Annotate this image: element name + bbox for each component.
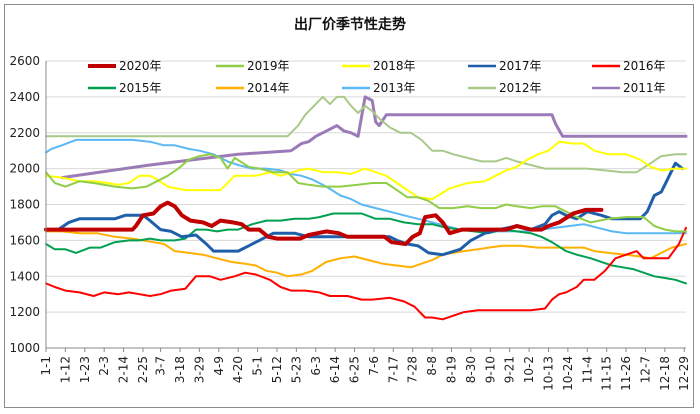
y-tick-label: 1400 <box>9 269 40 283</box>
x-tick-label: 12-29 <box>677 356 691 391</box>
x-tick-label: 10-13 <box>541 356 555 391</box>
x-tick-label: 3-18 <box>173 356 187 383</box>
y-tick-label: 2400 <box>9 90 40 104</box>
x-tick-label: 8-19 <box>445 356 459 383</box>
x-tick-label: 10-2 <box>522 356 536 383</box>
legend-label: 2011年 <box>623 81 666 95</box>
x-tick-label: 3-29 <box>192 356 206 383</box>
y-tick-label: 1800 <box>9 198 40 212</box>
x-tick-label: 2-25 <box>136 356 150 383</box>
legend-label: 2018年 <box>373 59 416 73</box>
legend-label: 2017年 <box>499 59 542 73</box>
legend-label: 2020年 <box>119 59 162 73</box>
x-tick-label: 7-17 <box>386 356 400 383</box>
x-tick-label: 8-8 <box>425 356 439 376</box>
legend: 2020年 2019年 2018年 2017年 2016年 2015年 2014年 2013年… <box>88 59 666 95</box>
x-tick-label: 2-3 <box>97 356 111 376</box>
chart-title: 出厂价季节性走势 <box>294 16 406 33</box>
y-tick-label: 1000 <box>9 341 40 355</box>
legend-label: 2012年 <box>499 81 542 95</box>
grid-lines <box>46 60 686 349</box>
legend-label: 2014年 <box>247 81 290 95</box>
series-line-2018年 <box>45 140 687 201</box>
series-line-2013年 <box>45 138 687 235</box>
x-tick-label: 4-9 <box>212 356 226 376</box>
x-tick-label: 9-10 <box>483 356 497 383</box>
series-line-2016年 <box>45 226 687 321</box>
y-axis-ticks: 1000 1200 1400 1600 1800 2000 2200 2400 2600 <box>9 54 40 355</box>
y-tick-label: 2000 <box>9 162 40 176</box>
legend-label: 2015年 <box>119 81 162 95</box>
x-tick-label: 2-14 <box>117 356 131 383</box>
series-line-2014年 <box>45 230 687 278</box>
x-tick-label: 11-15 <box>600 356 614 391</box>
series-line-2020年 <box>44 200 604 246</box>
x-tick-label: 3-7 <box>154 356 168 376</box>
x-tick-label: 5-23 <box>289 356 303 383</box>
legend-label: 2016年 <box>623 59 666 73</box>
legend-label: 2019年 <box>247 59 290 73</box>
series-line-2015年 <box>45 212 687 285</box>
x-tick-label: 9-21 <box>503 356 517 383</box>
x-tick-label: 1-1 <box>39 356 53 376</box>
x-tick-label: 10-24 <box>561 356 575 391</box>
series-lines <box>44 95 688 321</box>
x-axis-ticks: 1-1 1-12 1-23 2-3 2-14 2-25 3-7 3-18 3-29 4-9 4-20… <box>39 356 691 391</box>
x-tick-label: 5-1 <box>251 356 265 376</box>
legend-label: 2013年 <box>373 81 416 95</box>
x-tick-label: 1-12 <box>58 356 72 383</box>
x-tick-label: 8-30 <box>464 356 478 383</box>
x-tick-label: 4-20 <box>231 356 245 383</box>
x-tick-label: 7-6 <box>367 356 381 376</box>
x-tick-label: 6-25 <box>348 356 362 383</box>
y-tick-label: 1600 <box>9 233 40 247</box>
y-tick-label: 2200 <box>9 126 40 140</box>
series-line-2011年 <box>60 95 688 180</box>
x-tick-label: 11-26 <box>619 356 633 391</box>
axes <box>45 61 686 352</box>
x-tick-label: 7-28 <box>406 356 420 383</box>
x-tick-label: 1-23 <box>78 356 92 383</box>
x-tick-label: 6-3 <box>309 356 323 376</box>
series-line-2012年 <box>45 95 687 174</box>
x-tick-label: 12-7 <box>638 356 652 383</box>
chart-frame <box>4 4 694 408</box>
y-tick-label: 2600 <box>9 54 40 68</box>
y-tick-label: 1200 <box>9 305 40 319</box>
x-tick-label: 12-18 <box>658 356 672 391</box>
x-tick-label: 11-4 <box>580 356 594 383</box>
x-tick-label: 5-12 <box>270 356 284 383</box>
x-tick-label: 6-14 <box>328 356 342 383</box>
